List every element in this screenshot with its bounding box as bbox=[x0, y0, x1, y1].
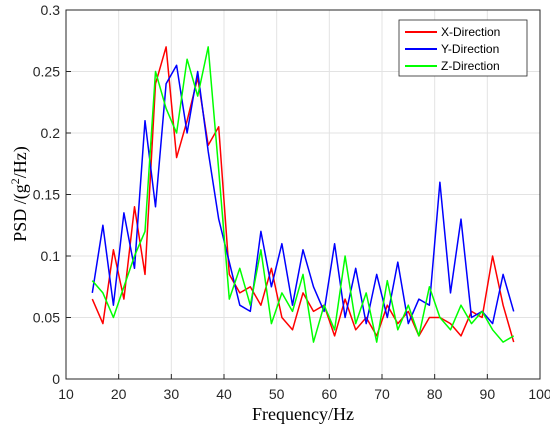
y-tick-label: 0.25 bbox=[33, 64, 60, 80]
legend-label-y-direction: Y-Direction bbox=[441, 42, 499, 56]
y-tick-label: 0.15 bbox=[33, 187, 60, 203]
x-tick-label: 10 bbox=[58, 386, 74, 402]
y-axis-title: PSD /(g2/Hz) bbox=[8, 146, 31, 242]
series-lines bbox=[91, 46, 515, 343]
x-tick-label: 50 bbox=[269, 386, 285, 402]
y-tick-label: 0.1 bbox=[41, 248, 61, 264]
x-tick-label: 90 bbox=[480, 386, 496, 402]
axis-ticks: 10 20 30 40 50 60 70 80 90 100 0 0.05 0.1 0.15 0.2 0.25… bbox=[33, 2, 550, 402]
y-tick-label: 0.05 bbox=[33, 310, 60, 326]
y-tick-label: 0 bbox=[52, 371, 60, 387]
x-tick-label: 80 bbox=[427, 386, 443, 402]
x-tick-label: 60 bbox=[322, 386, 338, 402]
x-tick-label: 100 bbox=[528, 386, 550, 402]
legend-label-x-direction: X-Direction bbox=[441, 25, 500, 39]
y-tick-label: 0.3 bbox=[41, 2, 61, 18]
x-tick-label: 30 bbox=[164, 386, 180, 402]
series-line-x-direction bbox=[91, 46, 515, 343]
x-axis-title: Frequency/Hz bbox=[252, 404, 354, 424]
x-tick-label: 20 bbox=[111, 386, 127, 402]
x-tick-label: 40 bbox=[216, 386, 232, 402]
y-tick-label: 0.2 bbox=[41, 125, 61, 141]
y-axis-title-superscript: 2 bbox=[8, 178, 22, 184]
legend-label-z-direction: Z-Direction bbox=[441, 59, 500, 73]
series-line-y-direction bbox=[91, 64, 515, 325]
series-line-z-direction bbox=[91, 46, 515, 343]
legend: X-Direction Y-Direction Z-Direction bbox=[398, 19, 528, 77]
x-tick-label: 70 bbox=[374, 386, 390, 402]
